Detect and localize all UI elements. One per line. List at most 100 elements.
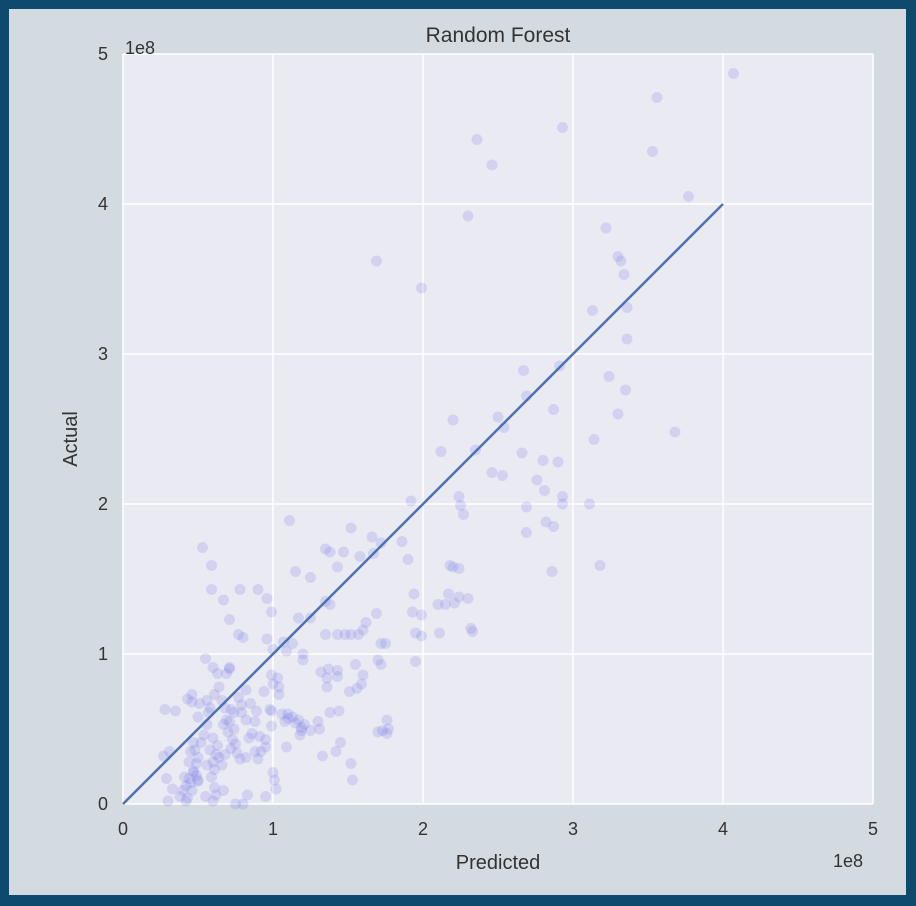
data-point (213, 752, 225, 763)
data-point (347, 774, 358, 786)
data-point (380, 638, 391, 649)
data-point (557, 491, 568, 502)
data-point (552, 456, 564, 468)
data-point (180, 795, 192, 807)
data-point (236, 707, 247, 718)
x-offset-label: 1e8 (833, 851, 863, 871)
data-point (540, 516, 552, 528)
data-point (332, 561, 343, 573)
data-point (453, 591, 465, 603)
x-tick-label: 5 (868, 819, 878, 839)
data-point (612, 251, 624, 262)
x-tick-label: 2 (418, 819, 428, 839)
data-point (219, 749, 231, 760)
data-point (405, 495, 417, 507)
data-point (371, 255, 382, 267)
data-point (603, 371, 615, 382)
data-point (195, 737, 207, 748)
data-point (206, 584, 217, 595)
data-point (371, 608, 382, 619)
data-point (416, 609, 427, 621)
data-point (279, 716, 291, 727)
data-point (447, 414, 459, 426)
data-point (167, 783, 178, 795)
y-axis-label: Actual (60, 411, 82, 467)
data-point (372, 654, 384, 666)
data-point (182, 693, 193, 705)
data-point (251, 705, 262, 717)
data-point (314, 723, 325, 735)
data-point (188, 767, 199, 778)
data-point (212, 668, 223, 679)
data-point (204, 744, 216, 756)
data-point (548, 404, 559, 415)
data-point (290, 717, 301, 729)
data-point (276, 708, 288, 720)
x-tick-label: 1 (268, 819, 278, 839)
data-point (299, 719, 310, 730)
data-point (339, 629, 351, 640)
y-tick-label: 5 (98, 44, 108, 64)
data-point (486, 159, 498, 171)
data-point (683, 191, 694, 202)
data-point (396, 536, 408, 547)
data-point (260, 791, 271, 802)
data-point (158, 750, 169, 762)
data-point (207, 732, 219, 744)
data-point (612, 408, 624, 420)
data-point (600, 222, 612, 234)
data-point (344, 686, 355, 697)
data-point (410, 656, 421, 667)
data-point (222, 726, 234, 738)
data-point (179, 771, 190, 783)
data-point (548, 521, 559, 532)
data-point (233, 692, 244, 703)
data-point (416, 282, 427, 294)
data-point (332, 671, 343, 682)
data-point (207, 662, 219, 673)
data-point (402, 554, 414, 565)
data-point (200, 653, 211, 664)
data-point (440, 599, 451, 610)
data-point (161, 773, 172, 784)
data-point (260, 741, 271, 753)
data-point (320, 543, 331, 555)
data-point (381, 714, 393, 726)
data-point (323, 663, 334, 675)
data-point (305, 572, 316, 583)
data-point (159, 704, 171, 715)
data-point (210, 749, 222, 760)
data-point (185, 746, 196, 757)
data-point (266, 720, 277, 732)
data-point (228, 723, 240, 735)
data-point (191, 770, 202, 781)
data-point (443, 588, 454, 600)
data-point (366, 531, 378, 543)
data-point (296, 722, 307, 733)
data-point (375, 659, 387, 670)
data-point (212, 740, 223, 751)
figure: 0 1 2 3 4 5 0 1 2 3 4 5 Random Forest Predicted Ac… (9, 9, 906, 895)
data-point (492, 411, 504, 423)
data-point (587, 305, 598, 316)
data-point (194, 698, 205, 709)
data-point (204, 702, 216, 714)
y-tick-label: 4 (98, 194, 108, 214)
data-point (249, 746, 261, 757)
data-point (192, 711, 204, 723)
data-point (588, 434, 600, 445)
data-point (188, 737, 199, 748)
data-point (462, 210, 474, 222)
data-point (408, 588, 420, 600)
data-point (293, 714, 304, 726)
data-point (201, 695, 213, 706)
data-point (518, 365, 529, 376)
data-point (170, 705, 181, 717)
data-point (284, 515, 295, 526)
data-point (444, 560, 456, 571)
data-point (197, 542, 208, 553)
data-point (201, 759, 213, 771)
data-point (410, 627, 421, 639)
data-point (188, 765, 199, 777)
scatter-chart: 0 1 2 3 4 5 0 1 2 3 4 5 Random Forest Predicted Ac… (60, 24, 878, 874)
